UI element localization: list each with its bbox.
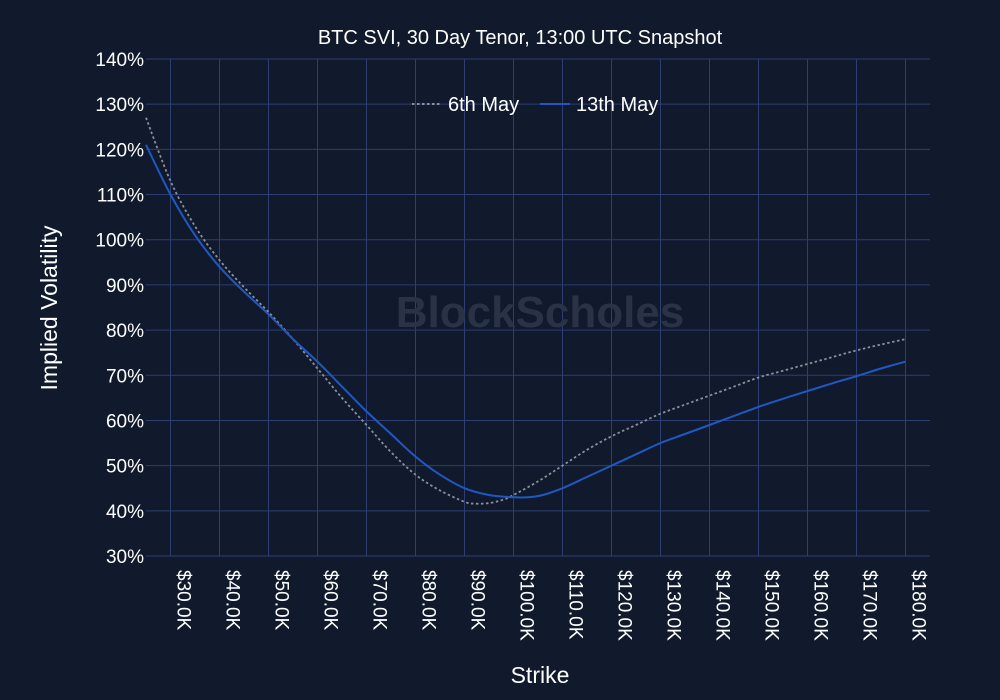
chart-title: BTC SVI, 30 Day Tenor, 13:00 UTC Snapsho… bbox=[318, 27, 723, 49]
x-tick-label: $30.0K bbox=[173, 570, 194, 631]
x-tick-label: $110.0K bbox=[565, 570, 586, 640]
x-axis-title: Strike bbox=[511, 662, 570, 688]
x-tick-label: $180.0K bbox=[908, 570, 929, 641]
y-tick-labels: 30% 40% 50% 60% 70% 80% 90% 100% 110% 120% 130% 140… bbox=[95, 50, 144, 568]
x-tick-label: $70.0K bbox=[369, 570, 390, 631]
y-tick-label: 30% bbox=[106, 547, 144, 568]
y-tick-label: 120% bbox=[95, 140, 144, 161]
y-tick-label: 110% bbox=[97, 186, 144, 207]
x-tick-labels: $30.0K $40.0K $50.0K $60.0K $70.0K $80.0K $90.… bbox=[173, 570, 929, 641]
series-line-2 bbox=[145, 144, 906, 499]
y-tick-label: 90% bbox=[106, 276, 144, 297]
y-axis-title: Implied Volatility bbox=[36, 225, 62, 390]
y-tick-label: 130% bbox=[95, 95, 144, 116]
x-tick-label: $160.0K bbox=[810, 570, 831, 641]
x-tick-label: $80.0K bbox=[418, 570, 439, 631]
series-line-1 bbox=[145, 117, 906, 505]
x-tick-label: $140.0K bbox=[712, 570, 733, 641]
y-tick-label: 80% bbox=[106, 321, 144, 342]
watermark: BlockScholes bbox=[396, 288, 685, 337]
grid bbox=[146, 58, 930, 557]
x-tick-label: $50.0K bbox=[271, 570, 292, 631]
x-tick-label: $150.0K bbox=[761, 570, 782, 641]
x-tick-label: $130.0K bbox=[663, 570, 684, 641]
y-tick-label: 140% bbox=[95, 50, 144, 71]
x-tick-label: $90.0K bbox=[467, 570, 488, 631]
x-tick-label: $40.0K bbox=[222, 570, 243, 631]
legend-label-1: 6th May bbox=[448, 94, 519, 116]
y-tick-label: 40% bbox=[106, 502, 144, 523]
series-layer bbox=[145, 117, 906, 505]
y-tick-label: 100% bbox=[95, 231, 144, 252]
y-tick-label: 60% bbox=[106, 411, 144, 432]
x-tick-label: $170.0K bbox=[859, 570, 880, 641]
x-tick-label: $60.0K bbox=[320, 570, 341, 631]
legend: 6th May 13th May bbox=[412, 94, 658, 116]
y-tick-label: 70% bbox=[106, 366, 144, 387]
x-tick-label: $100.0K bbox=[516, 570, 537, 641]
x-tick-label: $120.0K bbox=[614, 570, 635, 641]
legend-label-2: 13th May bbox=[576, 94, 658, 116]
y-tick-label: 50% bbox=[106, 457, 144, 478]
